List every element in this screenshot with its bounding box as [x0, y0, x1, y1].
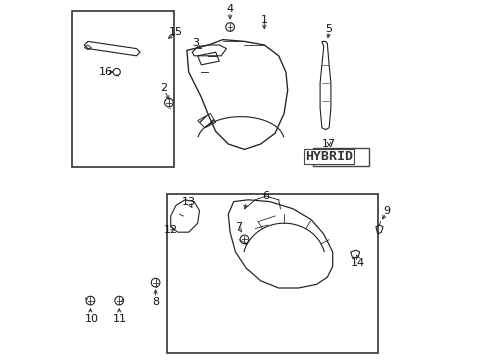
Text: 10: 10 — [84, 314, 98, 324]
Text: 14: 14 — [350, 258, 364, 268]
Text: 11: 11 — [113, 314, 127, 324]
Text: 5: 5 — [325, 24, 332, 34]
Text: 3: 3 — [192, 38, 199, 48]
Text: 4: 4 — [226, 4, 233, 14]
Text: 16: 16 — [99, 67, 113, 77]
Text: 7: 7 — [235, 222, 242, 232]
Text: 6: 6 — [262, 191, 269, 201]
Text: 15: 15 — [169, 27, 183, 37]
Text: 17: 17 — [322, 139, 335, 149]
Text: 8: 8 — [152, 297, 160, 307]
Bar — [167, 194, 377, 353]
Text: 12: 12 — [163, 225, 178, 235]
Text: 13: 13 — [182, 197, 195, 207]
Text: HYBRID: HYBRID — [305, 150, 352, 163]
Text: 9: 9 — [383, 206, 389, 216]
Bar — [72, 11, 174, 167]
Text: 1: 1 — [260, 15, 267, 25]
FancyBboxPatch shape — [312, 148, 368, 166]
Text: 2: 2 — [160, 83, 167, 93]
